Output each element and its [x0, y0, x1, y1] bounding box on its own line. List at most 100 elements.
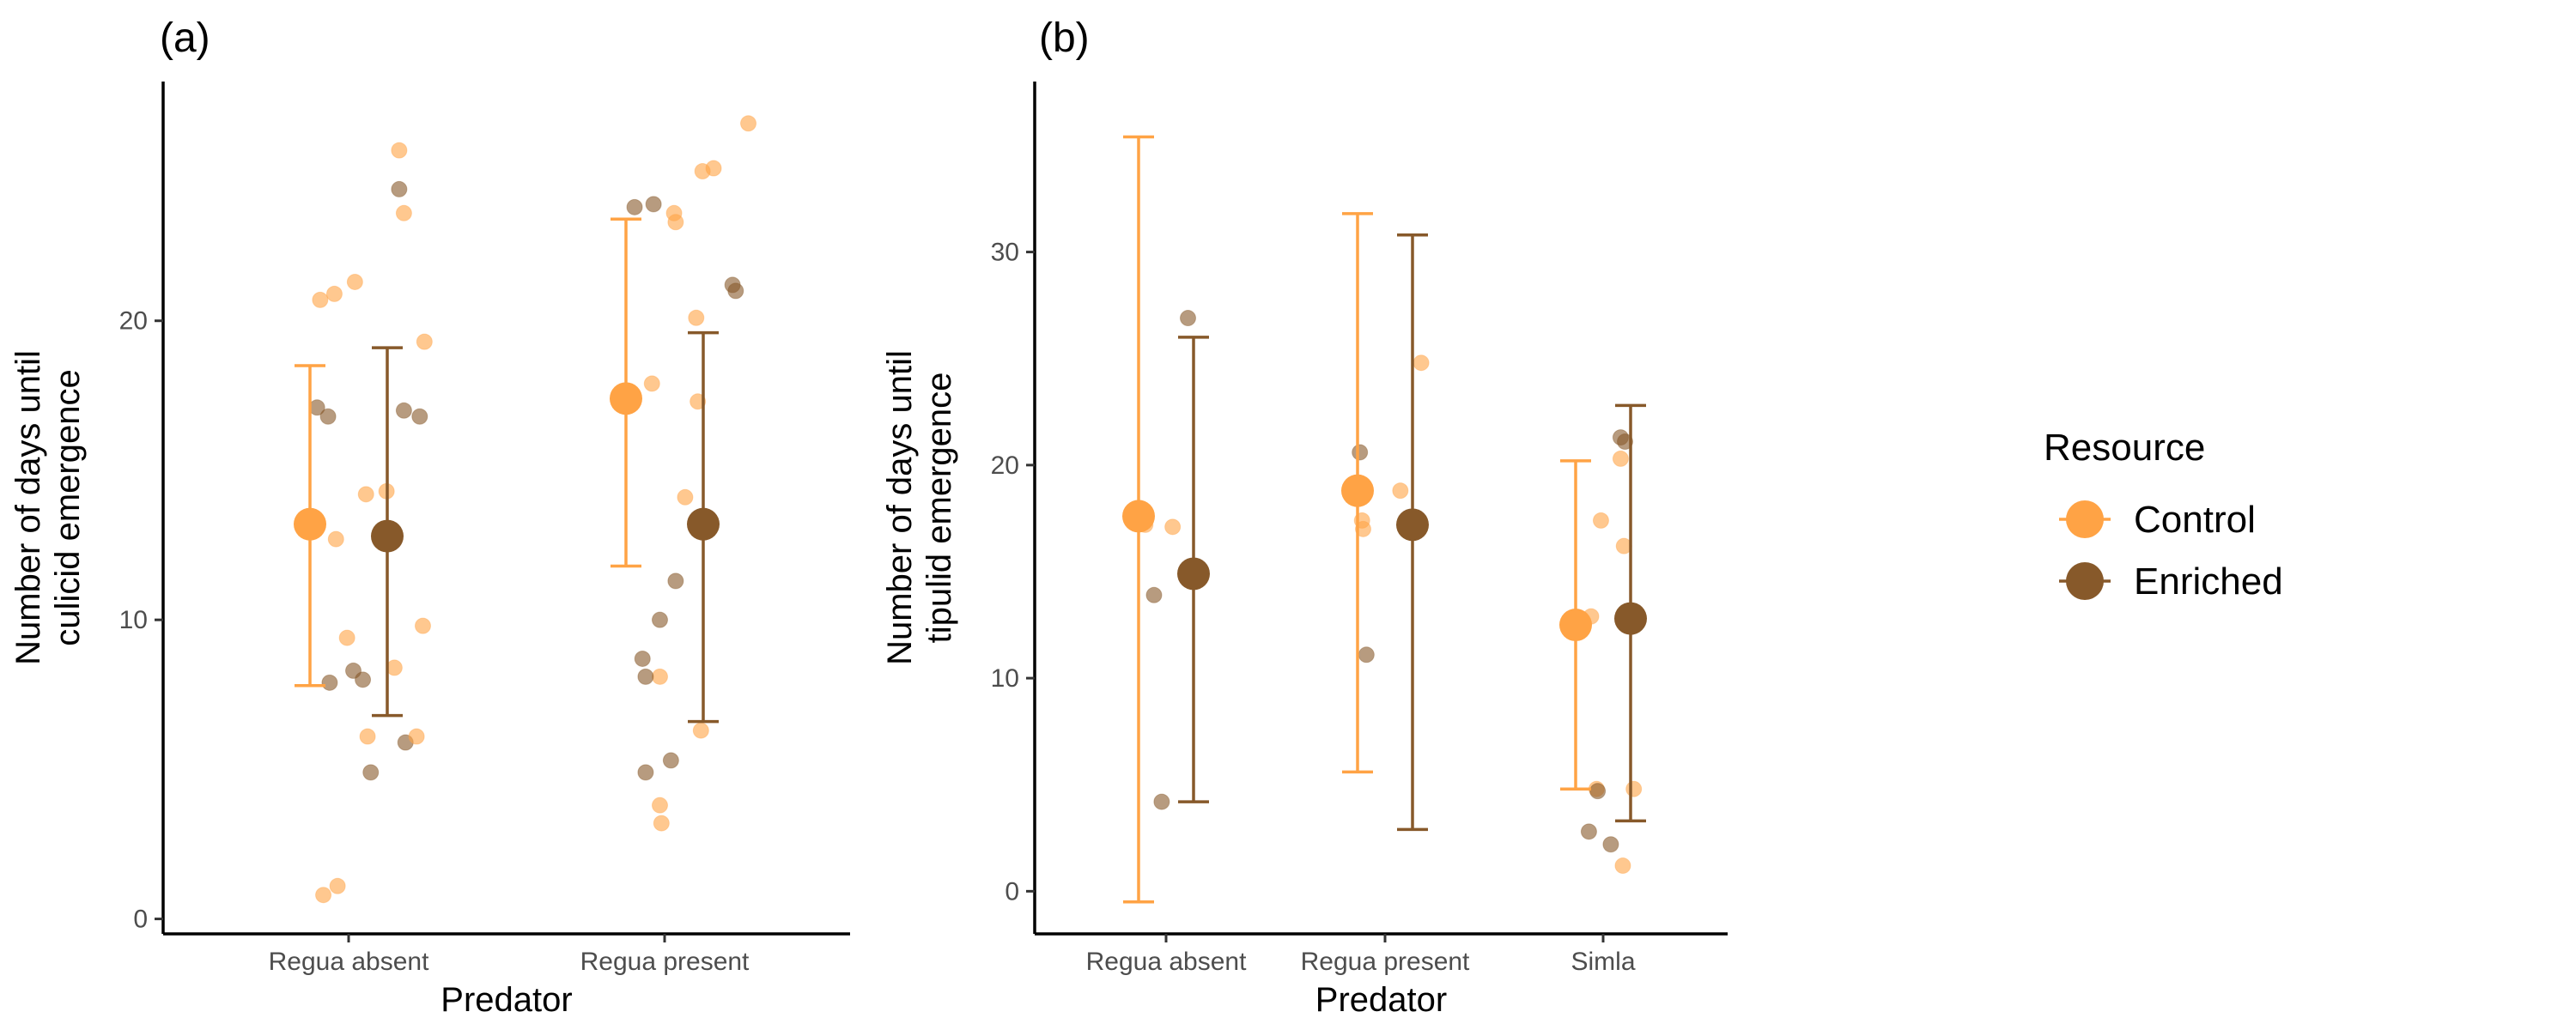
data-point-enriched [1580, 823, 1597, 840]
legend-key-control [2066, 500, 2104, 538]
data-point-control [359, 728, 376, 745]
legend-title: Resource [2044, 427, 2205, 469]
x-axis-title: Predator [1315, 981, 1447, 1019]
data-point-enriched [1602, 836, 1619, 853]
data-point-control [416, 333, 433, 350]
mean-point-control [1559, 609, 1592, 642]
data-point-enriched [1589, 783, 1607, 800]
panel-a: (a) 0 10 20 Regua absent Regua present Predato… [9, 15, 850, 1019]
data-point-enriched [1180, 310, 1196, 327]
mean-point-enriched [1614, 602, 1647, 635]
data-point-control [338, 629, 355, 646]
y-tick-label: 0 [133, 906, 148, 934]
data-point-enriched [727, 282, 744, 300]
data-point-control [688, 309, 705, 326]
data-point-enriched [362, 764, 380, 781]
data-point-control [1413, 354, 1430, 372]
panel-b: (b) 0 10 20 30 Regua absent Regua present Simla… [881, 15, 1728, 1019]
data-point-enriched [626, 198, 643, 215]
data-point-control [346, 273, 363, 290]
x-tick-label: Regua absent [269, 948, 429, 976]
data-point-control [643, 375, 660, 392]
x-tick-label: Regua present [580, 948, 750, 976]
data-point-enriched [645, 196, 662, 213]
data-point-control [312, 291, 329, 308]
data-point-control [692, 722, 709, 739]
data-point-control [1164, 518, 1182, 536]
data-point-control [740, 115, 757, 132]
data-point-control [327, 530, 344, 548]
data-point-control [1612, 450, 1629, 467]
x-tick-label: Simla [1571, 948, 1635, 976]
panel-label: (a) [160, 15, 210, 61]
panel-label: (b) [1039, 15, 1090, 61]
data-point-enriched [395, 402, 412, 419]
data-point-control [386, 659, 403, 676]
y-tick-label: 10 [991, 664, 1019, 693]
data-point-enriched [1617, 433, 1633, 451]
x-axis-title: Predator [440, 981, 572, 1019]
data-point-enriched [1153, 793, 1170, 810]
data-point-enriched [634, 650, 651, 667]
mean-point-enriched [371, 519, 404, 553]
y-tick-label: 0 [1005, 877, 1019, 906]
data-point-control [667, 214, 684, 231]
data-point-enriched [1358, 646, 1375, 663]
y-axis-title-line: Number of days until [881, 350, 919, 665]
mean-point-control [1122, 500, 1155, 533]
data-point-control [651, 797, 668, 814]
data-point-enriched [1352, 444, 1369, 461]
data-point-enriched [1145, 586, 1163, 603]
y-axis-title: Number of days untiltipulid emergence [881, 350, 958, 665]
data-point-control [653, 815, 670, 832]
mean-point-enriched [1177, 557, 1210, 591]
data-point-enriched [667, 573, 684, 590]
mean-point-control [610, 382, 642, 415]
data-point-enriched [651, 611, 668, 628]
data-point-control [1355, 520, 1371, 537]
legend: Resource Control Enriched [2044, 427, 2283, 603]
data-point-enriched [319, 408, 337, 425]
data-point-control [329, 877, 346, 894]
data-point-enriched [391, 180, 408, 197]
x-tick-label: Regua absent [1086, 948, 1247, 976]
mean-point-enriched [687, 507, 720, 541]
data-point-enriched [637, 668, 654, 685]
data-point-control [315, 887, 332, 904]
y-tick-label: 20 [991, 451, 1019, 480]
y-axis-title-line: tipulid emergence [920, 373, 958, 644]
data-point-control [690, 393, 707, 410]
x-tick-label: Regua present [1301, 948, 1470, 976]
y-axis-title: Number of days untilculicid emergence [9, 350, 87, 665]
data-point-control [408, 728, 425, 745]
data-point-control [705, 160, 722, 177]
legend-key-enriched [2066, 562, 2104, 600]
y-tick-label: 30 [991, 239, 1019, 267]
data-point-control [391, 142, 408, 159]
data-point-control [395, 204, 412, 221]
y-tick-label: 20 [119, 307, 148, 336]
data-point-control [357, 486, 374, 503]
mean-point-control [1341, 474, 1374, 507]
data-point-control [651, 668, 668, 685]
data-point-control [1625, 780, 1643, 797]
data-point-control [1592, 512, 1609, 529]
data-point-control [325, 285, 343, 302]
data-point-enriched [662, 752, 679, 769]
data-point-enriched [411, 408, 428, 425]
y-axis-title-line: Number of days until [9, 350, 47, 665]
mean-point-control [294, 507, 326, 541]
data-point-control [1392, 482, 1409, 500]
mean-point-enriched [1396, 508, 1429, 542]
data-point-control [1614, 857, 1631, 875]
legend-label-control: Control [2134, 499, 2256, 541]
data-point-control [414, 617, 431, 634]
legend-label-enriched: Enriched [2134, 560, 2283, 603]
y-axis-title-line: culicid emergence [49, 369, 87, 645]
data-point-enriched [321, 674, 338, 691]
data-point-enriched [637, 764, 654, 781]
y-tick-label: 10 [119, 606, 148, 634]
data-point-enriched [355, 671, 372, 688]
data-point-control [677, 488, 694, 506]
